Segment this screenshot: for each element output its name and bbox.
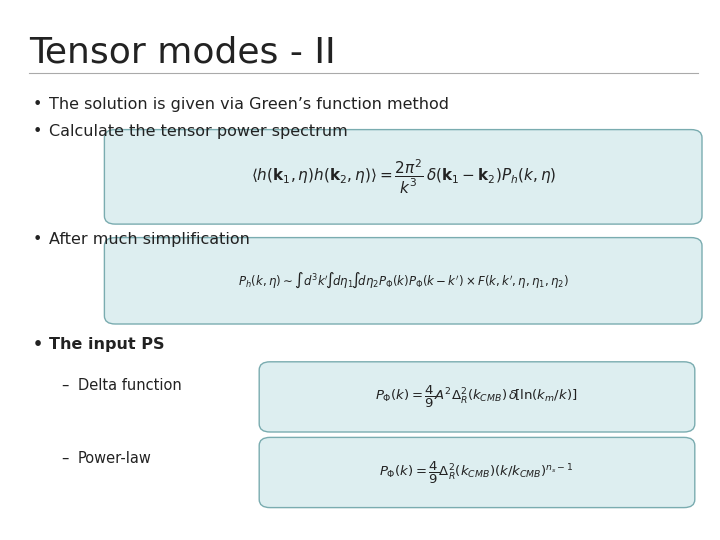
Text: •: • <box>32 338 42 353</box>
Text: The input PS: The input PS <box>49 338 164 353</box>
Text: $\langle h(\mathbf{k}_1,\eta)h(\mathbf{k}_2,\eta)\rangle = \dfrac{2\pi^2}{k^3}\,: $\langle h(\mathbf{k}_1,\eta)h(\mathbf{k… <box>251 158 556 195</box>
Text: •: • <box>32 97 42 112</box>
Text: •: • <box>32 124 42 139</box>
Text: Tensor modes - II: Tensor modes - II <box>29 35 336 69</box>
Text: $P_h(k,\eta)\sim\int d^3k^\prime\!\int\!d\eta_1\!\int\!d\eta_2 P_\Phi(k)P_\Phi(k: $P_h(k,\eta)\sim\int d^3k^\prime\!\int\!… <box>238 271 569 291</box>
Text: –: – <box>61 451 68 466</box>
Text: $P_\Phi(k)=\dfrac{4}{9}A^2\Delta^2_R(k_{CMB})\,\delta\!\left[\ln(k_m/k)\right]$: $P_\Phi(k)=\dfrac{4}{9}A^2\Delta^2_R(k_{… <box>375 384 578 410</box>
FancyBboxPatch shape <box>104 130 702 224</box>
Text: •: • <box>32 232 42 247</box>
Text: Delta function: Delta function <box>78 378 181 393</box>
Text: Power-law: Power-law <box>78 451 152 466</box>
Text: –: – <box>61 378 68 393</box>
FancyBboxPatch shape <box>259 362 695 432</box>
FancyBboxPatch shape <box>259 437 695 508</box>
Text: After much simplification: After much simplification <box>49 232 250 247</box>
Text: The solution is given via Green’s function method: The solution is given via Green’s functi… <box>49 97 449 112</box>
FancyBboxPatch shape <box>104 238 702 324</box>
Text: Calculate the tensor power spectrum: Calculate the tensor power spectrum <box>49 124 348 139</box>
Text: $P_\Phi(k)=\dfrac{4}{9}\Delta^2_R(k_{CMB})(k/k_{CMB})^{n_s-1}$: $P_\Phi(k)=\dfrac{4}{9}\Delta^2_R(k_{CMB… <box>379 460 574 485</box>
